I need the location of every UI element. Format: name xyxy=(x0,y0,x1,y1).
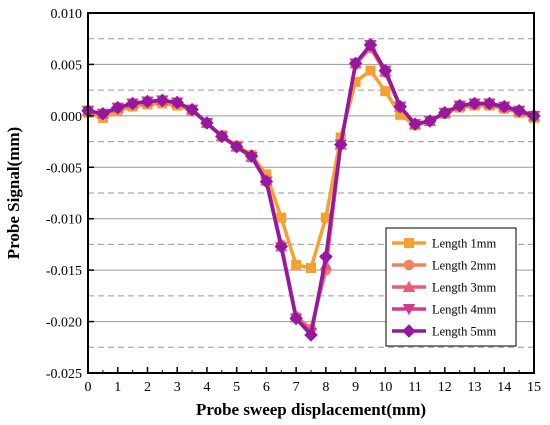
legend-swatch-marker xyxy=(402,324,416,338)
data-point xyxy=(348,56,363,71)
y-tick-label: -0.010 xyxy=(46,213,82,228)
x-tick-label: 13 xyxy=(468,380,482,395)
data-point xyxy=(320,212,331,223)
legend-swatch-marker xyxy=(404,238,414,248)
x-tick-label: 9 xyxy=(352,380,359,395)
data-point xyxy=(229,139,244,154)
data-point xyxy=(274,239,289,254)
legend-item: Length 3mm xyxy=(392,281,497,295)
data-point xyxy=(125,96,140,111)
data-point xyxy=(289,311,303,326)
data-point xyxy=(306,263,316,274)
data-point xyxy=(497,99,512,114)
legend-item: Length 1mm xyxy=(392,237,497,251)
data-point xyxy=(333,137,348,152)
y-tick-label: 0.000 xyxy=(51,110,83,125)
data-point xyxy=(395,109,406,120)
data-point xyxy=(276,212,287,223)
data-point xyxy=(408,117,422,131)
legend-item: Length 2mm xyxy=(392,259,497,273)
x-tick-label: 14 xyxy=(497,380,511,395)
x-axis-label: Probe sweep displacement(mm) xyxy=(196,400,426,419)
data-point xyxy=(244,149,259,163)
data-point xyxy=(423,114,437,128)
legend-label: Length 3mm xyxy=(432,281,497,295)
data-point xyxy=(393,99,407,114)
data-point xyxy=(319,250,333,264)
data-point xyxy=(363,38,378,52)
y-tick-label: -0.015 xyxy=(46,264,82,279)
data-point xyxy=(350,76,361,87)
x-tick-label: 6 xyxy=(263,380,270,395)
data-point xyxy=(482,96,497,111)
x-tick-label: 15 xyxy=(527,380,541,395)
data-point xyxy=(378,63,393,78)
legend: Length 1mm Length 2mm Length 3mm Length 4mm… xyxy=(385,227,517,347)
data-point xyxy=(96,107,110,121)
y-tick-label: -0.005 xyxy=(46,161,82,176)
x-tick-label: 5 xyxy=(233,380,240,395)
legend-item: Length 4mm xyxy=(392,303,497,317)
data-point xyxy=(380,86,391,97)
legend-swatch-marker xyxy=(402,280,416,292)
data-point xyxy=(170,95,184,110)
x-tick-label: 2 xyxy=(144,380,151,395)
data-point xyxy=(200,116,214,130)
legend-label: Length 4mm xyxy=(432,303,497,317)
data-point xyxy=(215,129,229,144)
y-axis-label: Probe Signal(mm) xyxy=(4,127,23,259)
x-tick-label: 0 xyxy=(85,380,92,395)
y-tick-label: -0.025 xyxy=(46,367,82,382)
data-point xyxy=(185,102,199,117)
axis-ticks: 0 1 2 3 4 5 6 7 8 9 10 11 12 13 14 150.0100.0050.000-0.… xyxy=(46,7,541,395)
x-tick-label: 1 xyxy=(114,380,121,395)
data-point xyxy=(155,93,170,108)
x-tick-label: 4 xyxy=(203,380,210,395)
data-point xyxy=(291,260,302,270)
x-tick-label: 11 xyxy=(408,380,421,395)
x-tick-label: 7 xyxy=(293,380,300,395)
data-point xyxy=(140,94,155,109)
y-tick-label: -0.020 xyxy=(46,316,82,331)
x-tick-label: 10 xyxy=(378,380,392,395)
data-point xyxy=(438,106,452,120)
data-point xyxy=(452,98,467,113)
data-point xyxy=(467,96,482,111)
y-tick-label: 0.010 xyxy=(51,7,83,22)
x-tick-label: 3 xyxy=(174,380,181,395)
data-point xyxy=(110,100,125,115)
legend-label: Length 1mm xyxy=(432,237,497,251)
legend-label: Length 2mm xyxy=(432,259,497,273)
data-series xyxy=(81,38,541,342)
series-5 xyxy=(81,38,541,342)
y-tick-label: 0.005 xyxy=(51,58,83,73)
x-tick-label: 12 xyxy=(438,380,452,395)
data-point xyxy=(512,103,526,118)
x-tick-label: 8 xyxy=(322,380,329,395)
legend-label: Length 5mm xyxy=(432,325,497,339)
data-point xyxy=(304,328,318,342)
legend-swatch-marker xyxy=(402,304,416,316)
data-point xyxy=(259,174,274,189)
legend-item: Length 5mm xyxy=(392,324,497,339)
data-point xyxy=(365,65,376,76)
legend-swatch-marker xyxy=(403,259,415,271)
